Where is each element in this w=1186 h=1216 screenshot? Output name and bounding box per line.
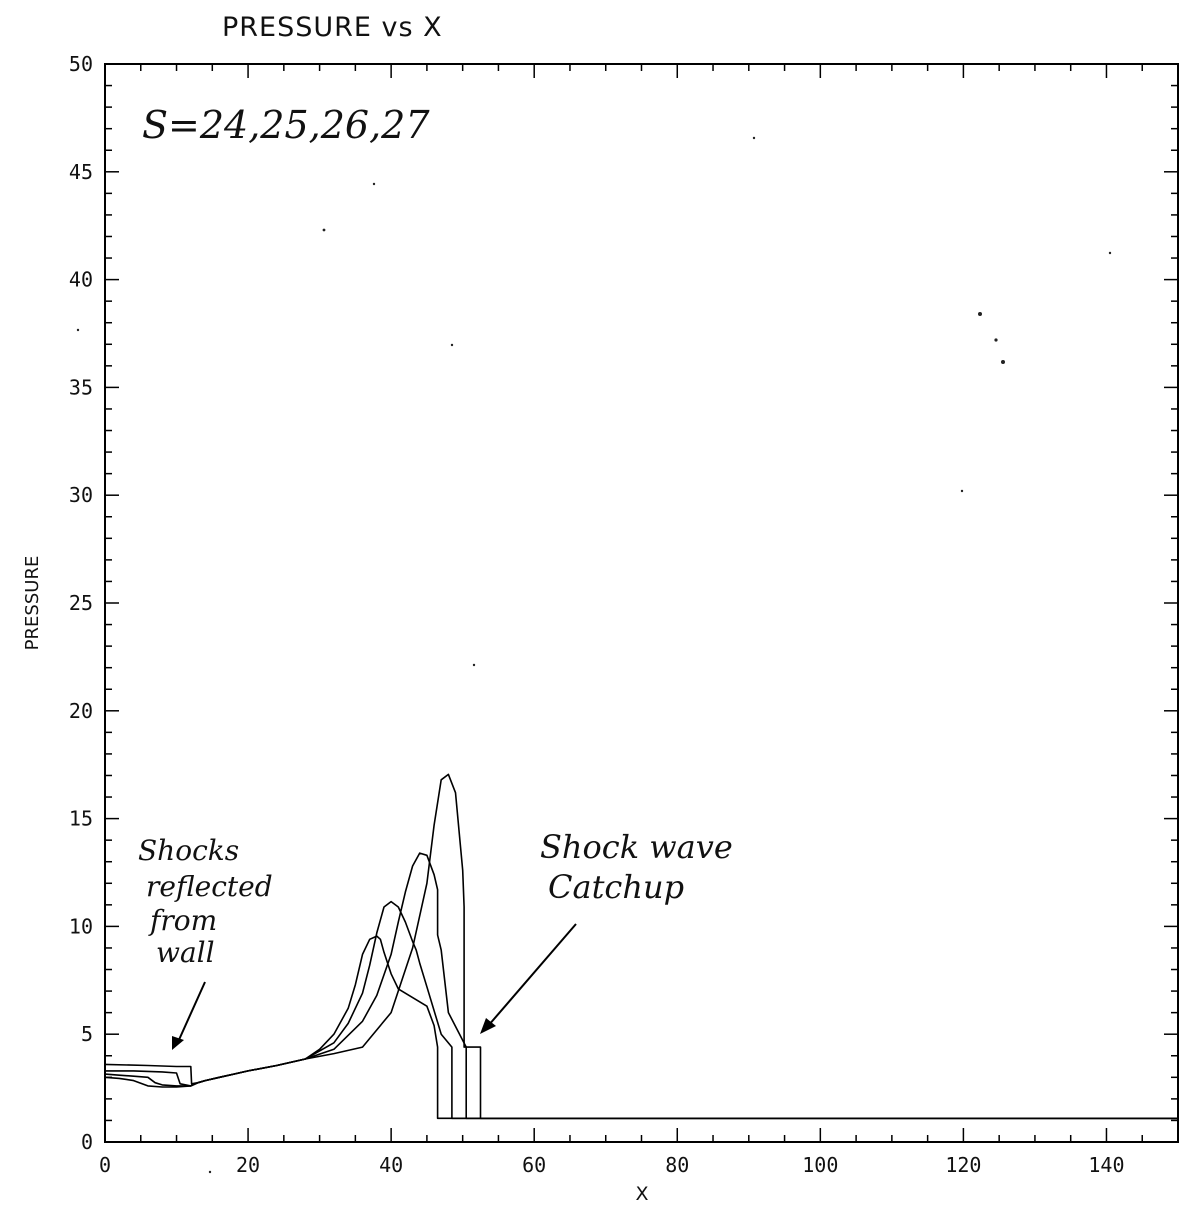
y-tick-label: 15: [69, 807, 93, 831]
x-tick-label: 120: [945, 1153, 981, 1177]
annotation-reflected-shocks: Shocks reflected from wall: [138, 834, 282, 969]
annotation-shock-catchup: Shock wave Catchup: [540, 828, 743, 906]
series-line-3: [105, 852, 1178, 1120]
y-tick-label: 30: [69, 483, 93, 507]
series-line-4: [104, 773, 1178, 1120]
y-tick-label: 0: [81, 1130, 93, 1154]
series-line-2: [104, 900, 1178, 1120]
x-tick-label: 20: [236, 1153, 260, 1177]
arrow-shock-catchup: [487, 923, 577, 1027]
x-axis-label: X: [635, 1183, 648, 1205]
x-tick-label: 140: [1088, 1153, 1124, 1177]
chart-title: PRESSURE vs X: [222, 12, 443, 43]
y-tick-label: 50: [69, 52, 93, 76]
x-tick-label: 80: [665, 1153, 689, 1177]
y-tick-label: 20: [69, 699, 93, 723]
y-tick-label: 10: [69, 914, 93, 938]
annotation-label: S=24,25,26,27: [142, 103, 430, 147]
arrow-head-reflected-shocks: [172, 1036, 184, 1050]
arrow-reflected-shocks: [177, 981, 206, 1043]
series-line-1: [104, 935, 1178, 1120]
y-tick-label: 40: [69, 268, 93, 292]
y-tick-label: 25: [69, 591, 93, 615]
series-group: [104, 773, 1178, 1120]
y-axis-label: PRESSURE: [22, 556, 43, 651]
y-tick-label: 35: [69, 375, 93, 399]
arrow-head-shock-catchup: [480, 1018, 496, 1034]
tick-labels: 0 20 40 60 80 100 120 140 0 5 10 15 20 25 30 35 40 45 50: [69, 52, 1125, 1177]
x-tick-label: 100: [802, 1153, 838, 1177]
scan-specks: [76, 136, 1112, 1174]
plot-frame: [104, 63, 1179, 1143]
y-tick-label: 45: [69, 160, 93, 184]
x-tick-label: 60: [522, 1153, 546, 1177]
x-tick-label: 0: [99, 1153, 111, 1177]
x-tick-label: 40: [379, 1153, 403, 1177]
tick-marks: [104, 63, 1179, 1143]
y-tick-label: 5: [81, 1022, 93, 1046]
